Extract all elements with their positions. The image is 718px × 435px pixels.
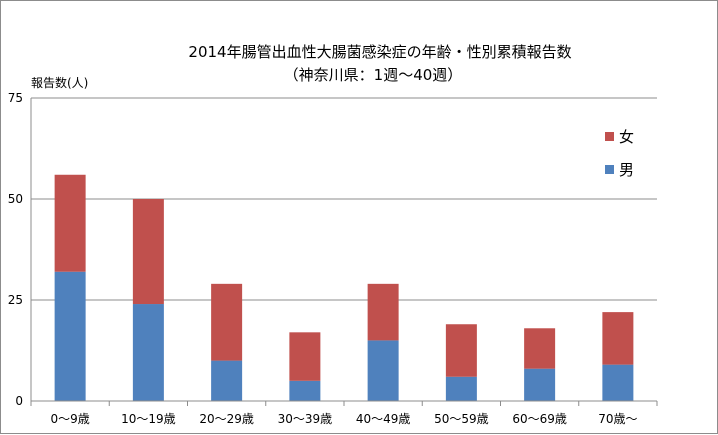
legend-label: 女	[619, 128, 634, 146]
bar-segment	[524, 328, 556, 369]
x-tick-label: 30～39歳	[278, 412, 333, 426]
gridlines	[31, 97, 657, 301]
bar-segment	[54, 174, 86, 272]
legend-swatch	[605, 132, 614, 141]
chart-title: 2014年腸管出血性大腸菌感染症の年齢・性別累積報告数	[188, 43, 571, 61]
y-tick-label: 0	[15, 394, 23, 408]
bar-segment	[524, 368, 556, 401]
bar-segment	[367, 283, 399, 341]
x-tick-label: 70歳～	[598, 412, 637, 426]
x-tick-label: 0～9歳	[50, 412, 89, 426]
legend: 女男	[605, 128, 634, 179]
bar-segment	[367, 340, 399, 401]
y-tick-label: 75	[8, 91, 23, 105]
bar-segment	[602, 364, 634, 401]
bar-segment	[132, 304, 164, 401]
x-tick-label: 10～19歳	[121, 412, 176, 426]
y-tick-label: 50	[8, 192, 23, 206]
chart-subtitle: （神奈川県：1週～40週）	[284, 66, 463, 84]
x-tick-label: 50～59歳	[434, 412, 489, 426]
x-tick-label: 20～29歳	[199, 412, 254, 426]
x-tick-label: 60～69歳	[512, 412, 567, 426]
y-axis-label: 報告数(人)	[31, 75, 88, 90]
bar-segment	[602, 312, 634, 365]
y-tick-label: 25	[8, 293, 23, 307]
bar-segment	[289, 332, 321, 381]
axes: 0 25 50 75 0～9歳 10～19歳 20～29歳 30～39歳 40～49歳 50～59…	[8, 91, 658, 426]
bar-segment	[445, 324, 477, 377]
bar-segment	[445, 376, 477, 401]
legend-swatch	[605, 165, 614, 174]
bar-segment	[54, 271, 86, 401]
legend-label: 男	[619, 161, 634, 179]
bars	[54, 174, 634, 401]
bar-segment	[211, 360, 243, 401]
x-tick-label: 40～49歳	[356, 412, 411, 426]
bar-segment	[132, 199, 164, 305]
bar-segment	[289, 380, 321, 401]
bar-segment	[211, 283, 243, 361]
